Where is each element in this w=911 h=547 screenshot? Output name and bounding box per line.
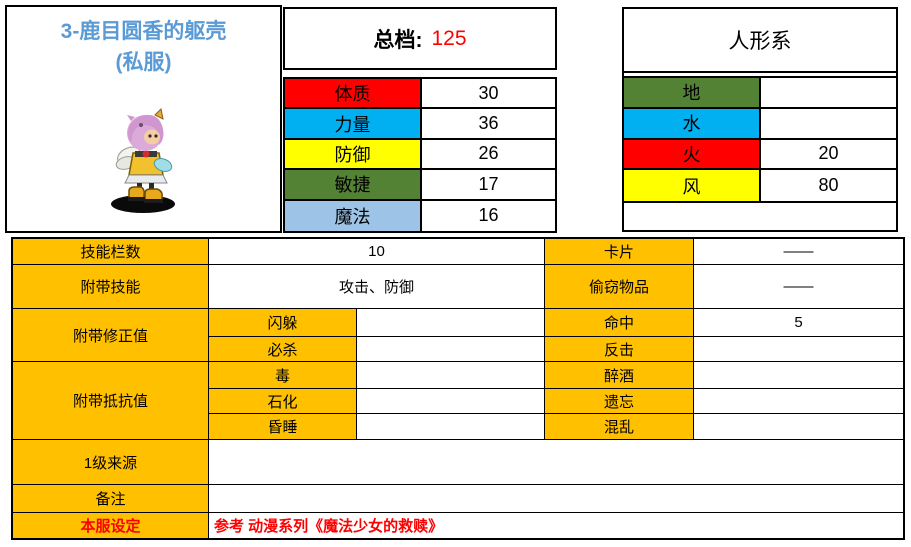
character-sprite	[111, 107, 175, 213]
innate-skills-label: 附带技能	[13, 265, 209, 309]
hit-label: 命中	[545, 309, 694, 337]
element-table: 地 水 火 20 风 80	[622, 76, 898, 203]
resistance-value	[357, 362, 545, 389]
element-label: 风	[624, 170, 761, 201]
forget-value	[694, 389, 903, 414]
stat-label: 体质	[285, 79, 422, 110]
steal-item-label: 偷窃物品	[545, 265, 694, 309]
details-table: 技能栏数 10 卡片 —— 附带技能 攻击、防御 偷窃物品 —— 附带修正值 闪…	[11, 237, 905, 540]
drunk-value	[694, 362, 903, 389]
confusion-label: 混乱	[545, 414, 694, 440]
element-value: 20	[761, 139, 896, 171]
counter-label: 反击	[545, 337, 694, 362]
stat-value: 30	[422, 79, 555, 110]
element-label: 火	[624, 139, 761, 171]
element-value	[761, 78, 896, 109]
element-label: 水	[624, 108, 761, 140]
card-value: ——	[694, 239, 903, 265]
skill-slots-value: 10	[209, 239, 545, 265]
innate-skills-value: 攻击、防御	[209, 265, 545, 309]
drunk-label: 醉酒	[545, 362, 694, 389]
counter-value	[694, 337, 903, 362]
resistances-label: 附带抵抗值	[13, 362, 209, 440]
notes-value	[209, 485, 903, 513]
modifier-value	[357, 337, 545, 362]
page-title-line1: 3-鹿目圆香的躯壳	[60, 20, 227, 43]
element-label: 地	[624, 78, 761, 109]
server-setting-value: 参考 动漫系列《魔法少女的救赎》	[214, 518, 444, 535]
stat-label: 防御	[285, 139, 422, 171]
character-panel: 3-鹿目圆香的躯壳 (私服)	[5, 5, 282, 233]
stats-table: 体质 30 力量 36 防御 26 敏捷 17 魔法 16	[283, 77, 557, 233]
level1-source-label: 1级来源	[13, 440, 209, 485]
steal-item-value: ——	[694, 265, 903, 309]
stat-value: 36	[422, 109, 555, 140]
skill-slots-label: 技能栏数	[13, 239, 209, 265]
resistance-sublabel: 石化	[209, 389, 357, 414]
stat-label: 魔法	[285, 200, 422, 231]
element-value: 80	[761, 170, 896, 201]
element-value	[761, 108, 896, 140]
race-title-text: 人形系	[728, 30, 792, 53]
resistance-sublabel: 昏睡	[209, 414, 357, 440]
notes-label: 备注	[13, 485, 209, 513]
resistance-value	[357, 414, 545, 440]
modifier-sublabel: 闪躲	[209, 309, 357, 337]
page-title: 3-鹿目圆香的躯壳 (私服)	[7, 7, 280, 78]
hit-value: 5	[694, 309, 903, 337]
page-title-line2: (私服)	[115, 51, 172, 74]
level1-source-value	[209, 440, 903, 485]
server-setting-label: 本服设定	[13, 513, 209, 538]
resistance-value	[357, 389, 545, 414]
modifiers-label: 附带修正值	[13, 309, 209, 362]
modifier-value	[357, 309, 545, 337]
total-rank-value: 125	[431, 26, 467, 50]
modifier-sublabel: 必杀	[209, 337, 357, 362]
forget-label: 遗忘	[545, 389, 694, 414]
stat-value: 17	[422, 170, 555, 201]
stat-label: 力量	[285, 109, 422, 140]
stat-label: 敏捷	[285, 170, 422, 201]
race-title: 人形系	[622, 7, 898, 73]
stat-value: 16	[422, 200, 555, 231]
resistance-sublabel: 毒	[209, 362, 357, 389]
confusion-value	[694, 414, 903, 440]
card-label: 卡片	[545, 239, 694, 265]
total-rank-box: 总档: 125	[283, 7, 557, 70]
stat-value: 26	[422, 139, 555, 171]
total-rank-label: 总档:	[373, 28, 423, 52]
